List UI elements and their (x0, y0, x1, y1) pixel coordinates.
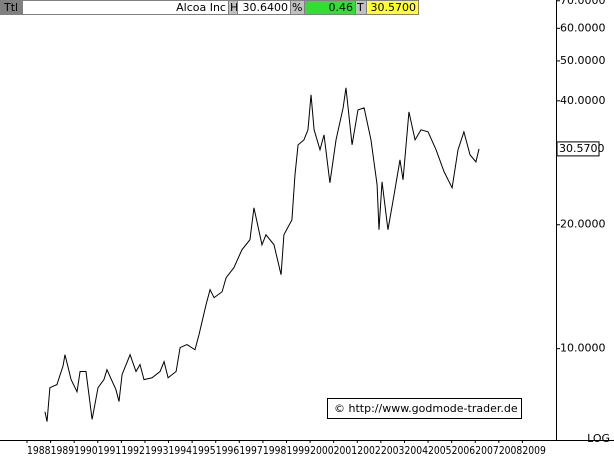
tag: Ttl (3, 1, 18, 14)
axis-panel (556, 0, 614, 466)
price-line (44, 87, 480, 422)
x-tick-label: 1998 (263, 445, 287, 457)
price-marker-box (556, 141, 600, 157)
x-tick-label: 2005 (428, 445, 452, 457)
last-label: T (356, 1, 364, 14)
x-tick-label: 2002 (357, 445, 381, 457)
x-tick-label: 2008 (499, 445, 523, 457)
x-tick-label: 1990 (74, 445, 98, 457)
y-tick-label: 10.0000 (560, 342, 606, 355)
x-tick-label: 1999 (287, 445, 311, 457)
x-tick-label: 2001 (334, 445, 358, 457)
x-tick-label: 1997 (239, 445, 263, 457)
y-tick-label: 70.0000 (560, 0, 606, 7)
high: 30.6400 (243, 1, 289, 14)
x-tick-label: 1996 (216, 445, 240, 457)
x-tick-label: 2009 (522, 445, 546, 457)
header: Ttl Alcoa Inc H 30.6400 % 0.46 T 30.5700 (0, 0, 419, 15)
name: Alcoa Inc (176, 1, 226, 14)
y-tick-label: 50.0000 (560, 54, 606, 67)
x-tick-label: 1994 (169, 445, 193, 457)
pct-label: % (292, 1, 302, 14)
price-marker-label: 30.5700 (559, 142, 605, 155)
x-tick-label: 1992 (121, 445, 145, 457)
y-tick-label: 60.0000 (560, 21, 606, 34)
x-tick-label: 2000 (310, 445, 334, 457)
x-tick-label: 1988 (27, 445, 51, 457)
y-tick-label: 20.0000 (560, 218, 606, 231)
x-tick-label: 1993 (145, 445, 169, 457)
x-tick-label: 2007 (475, 445, 499, 457)
high-label: H (230, 1, 238, 14)
x-tick-label: 2006 (452, 445, 476, 457)
last: 30.5700 (371, 1, 417, 14)
x-tick-label: 1989 (51, 445, 75, 457)
x-tick-label: 2004 (404, 445, 428, 457)
x-tick-label: 2003 (381, 445, 405, 457)
x-tick-label: 1995 (192, 445, 216, 457)
x-tick-label: 1991 (98, 445, 122, 457)
annotation-box (327, 398, 522, 419)
annotation: © http://www.godmode-trader.de (334, 402, 518, 415)
y-tick-label: 40.0000 (560, 94, 606, 107)
last-box (366, 0, 419, 15)
scale-label: LOG (587, 432, 610, 445)
pct: 0.46 (329, 1, 354, 14)
